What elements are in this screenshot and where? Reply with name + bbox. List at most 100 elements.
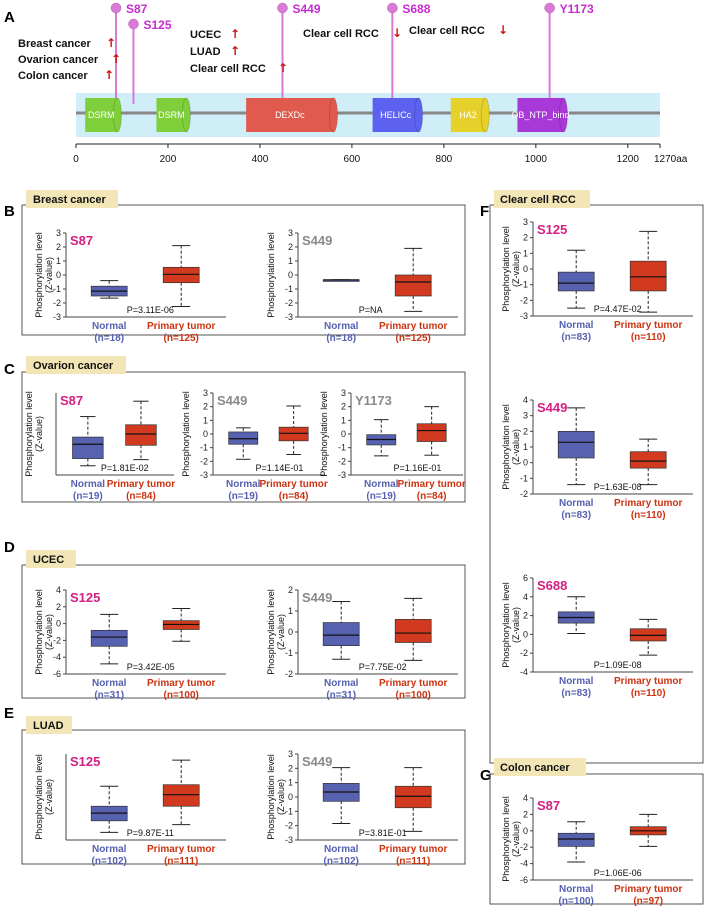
y-axis-title: Phosphorylation level(Z-value) — [266, 754, 286, 840]
group-label-normal: Normal — [559, 320, 594, 331]
iqr-box — [162, 784, 200, 807]
box-primary-tumor: Primary tumor(n=111) — [147, 759, 215, 867]
box-normal: Normal(n=19) — [364, 419, 399, 502]
group-label-primary-tumor: Primary tumor — [107, 479, 175, 490]
y-axis-title: Phosphorylation level(Z-value) — [501, 796, 521, 882]
box-primary-tumor: Primary tumor(n=110) — [614, 618, 682, 699]
group-label-primary-tumor: Primary tumor — [379, 844, 447, 855]
group-n-label: (n=18) — [94, 333, 124, 344]
domain-dsrm-1: DSRM — [156, 97, 191, 133]
header-bg-rcc — [494, 190, 590, 208]
box-normal: Normal(n=83) — [557, 596, 595, 699]
y-tick-label: -1 — [200, 443, 208, 453]
header-ucec: UCEC — [33, 554, 64, 566]
iqr-box — [125, 424, 157, 446]
y-axis-title-line: Phosphorylation level — [24, 391, 34, 477]
boxplot-c-ovarion-cancer-s87: Phosphorylation level(Z-value)S87Normal(… — [24, 391, 175, 502]
y-axis-title-line: (Z-value) — [511, 251, 521, 287]
y-tick-label: -2 — [520, 295, 528, 305]
domain-body — [156, 98, 187, 132]
p-value: P=1.63E-08 — [594, 482, 642, 492]
site-title-s449: S449 — [302, 233, 332, 248]
up-arrow-icon: ↑ — [111, 52, 121, 66]
group-n-label: (n=100) — [164, 690, 199, 701]
box-normal: Normal(n=83) — [557, 249, 595, 343]
site-head-y1173 — [544, 2, 555, 14]
domain-map: 0 200 400 600 800 1000 1200 1270aa S87 S125 S449 S6… — [18, 2, 688, 165]
domain-body — [450, 98, 486, 132]
site-title-s87: S87 — [60, 393, 83, 408]
iqr-box — [557, 832, 595, 847]
y-axis-title-line: Phosphorylation level — [501, 226, 511, 312]
y-axis-title: Phosphorylation level — [181, 391, 191, 477]
group-label-normal: Normal — [324, 321, 359, 332]
y-tick-label: 0 — [288, 627, 293, 637]
domain-cap — [558, 97, 568, 133]
box-normal: Normal(n=31) — [90, 613, 128, 701]
y-tick-label: -2 — [520, 489, 528, 499]
panel-label-b: B — [4, 203, 15, 220]
p-value: P=3.11E-06 — [127, 305, 174, 315]
y-tick-label: 3 — [288, 749, 293, 759]
domain-cap — [181, 97, 191, 133]
header-bg-breast — [26, 190, 118, 208]
y-tick-label: 1 — [288, 778, 293, 788]
panel-label-a: A — [4, 9, 15, 26]
group-label-primary-tumor: Primary tumor — [614, 884, 682, 895]
y-axis-title-line: Phosphorylation level — [501, 796, 511, 882]
p-value: P=1.16E-01 — [394, 463, 442, 473]
box-normal: Normal(n=102) — [322, 767, 360, 867]
y-tick-label: 0 — [56, 270, 61, 280]
y-axis-title-line: Phosphorylation level — [501, 582, 511, 668]
y-tick-label: -3 — [520, 311, 528, 321]
box-primary-tumor: Primary tumor(n=110) — [614, 230, 682, 343]
y-axis-title: Phosphorylation level — [266, 232, 276, 318]
iqr-box — [557, 271, 595, 292]
y-axis-title-line: (Z-value) — [511, 607, 521, 643]
y-tick-label: -1 — [53, 284, 61, 294]
y-tick-label: -2 — [338, 456, 346, 466]
group-n-label: (n=84) — [279, 491, 309, 502]
site-title-s449: S449 — [302, 754, 332, 769]
y-tick-label: -3 — [285, 835, 293, 845]
iqr-box — [72, 436, 104, 459]
residue-tick-label: 600 — [344, 154, 361, 165]
y-tick-label: -1 — [285, 648, 293, 658]
residue-tick-label: 800 — [436, 154, 453, 165]
y-tick-label: 3 — [523, 411, 528, 421]
y-tick-label: -2 — [520, 648, 528, 658]
group-label-normal: Normal — [559, 884, 594, 895]
group-n-label: (n=84) — [417, 491, 447, 502]
y-tick-label: -1 — [338, 443, 346, 453]
y-tick-label: 3 — [203, 388, 208, 398]
p-value: P=1.06E-06 — [594, 868, 642, 878]
y-axis-title-line: (Z-value) — [44, 779, 54, 815]
group-n-label: (n=19) — [73, 491, 103, 502]
y-axis-title-line: (Z-value) — [511, 429, 521, 465]
panel-e-frame — [21, 729, 466, 865]
box-normal: Normal(n=102) — [90, 785, 128, 867]
group-n-label: (n=125) — [396, 333, 431, 344]
site-head-s449 — [277, 2, 288, 14]
p-value: P=9.87E-11 — [127, 828, 174, 838]
site-label-s688: S688 — [402, 2, 430, 16]
y-tick-label: -1 — [520, 280, 528, 290]
panel-label-c: C — [4, 361, 15, 378]
panel-label-g: G — [480, 767, 492, 784]
group-label-normal: Normal — [324, 844, 359, 855]
box-normal: Normal(n=31) — [322, 601, 360, 701]
p-value: P=1.09E-08 — [594, 660, 642, 670]
group-n-label: (n=102) — [324, 856, 359, 867]
group-n-label: (n=19) — [366, 491, 396, 502]
residue-tick-label: 200 — [160, 154, 177, 165]
group-n-label: (n=84) — [126, 491, 156, 502]
residue-tick-label: 1270aa — [654, 154, 688, 165]
y-axis-title-line: (Z-value) — [276, 779, 286, 815]
boxplot-c-ovarion-cancer-s449: -3 -2 -1 0 1 2 3 Phosphorylation level S449 Norma… — [181, 388, 328, 502]
y-axis-title-line: Phosphorylation level — [34, 754, 44, 840]
y-tick-label: 3 — [56, 228, 61, 238]
y-axis-title-line: Phosphorylation level — [34, 232, 44, 318]
